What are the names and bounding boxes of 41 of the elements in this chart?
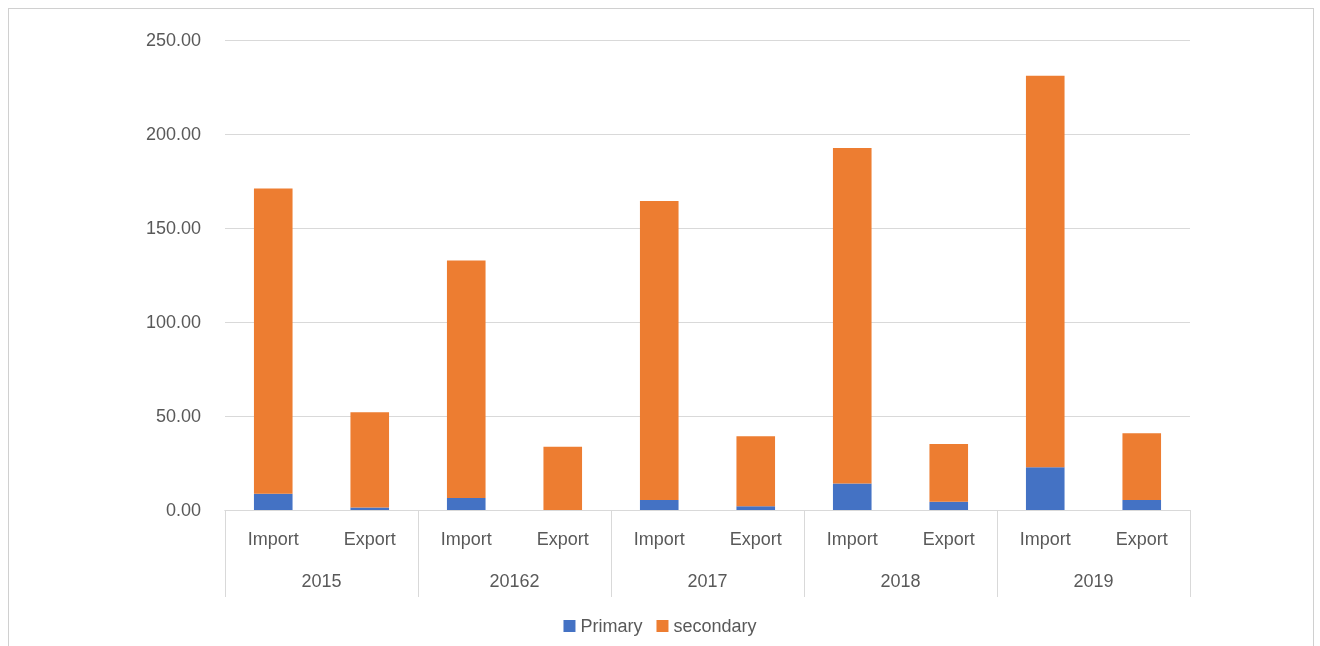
legend-label: secondary (673, 616, 757, 636)
bar (832, 148, 872, 484)
y-tick-label: 0.00 (165, 500, 201, 520)
bar (1122, 500, 1162, 510)
y-tick-label: 250.00 (145, 30, 201, 50)
bar (736, 506, 776, 510)
bar (446, 497, 486, 510)
bar (446, 260, 486, 498)
y-tick-label: 200.00 (145, 124, 201, 144)
text: 2018 (880, 571, 921, 591)
bar (1025, 75, 1065, 468)
text: 2015 (301, 571, 342, 591)
bar (253, 493, 293, 510)
bar (736, 436, 776, 507)
text: 20162 (489, 571, 540, 591)
x-tick-label: Import (826, 529, 878, 549)
bar (639, 201, 679, 501)
x-tick-label: Export (922, 529, 975, 549)
x-tick-label: Import (247, 529, 299, 549)
legend-label: Primary (580, 616, 643, 636)
x-tick-label: Import (633, 529, 685, 549)
x-tick-label: Export (729, 529, 782, 549)
bar (639, 500, 679, 510)
bar (832, 483, 872, 510)
bar (253, 188, 293, 494)
y-tick-label: 50.00 (155, 406, 201, 426)
x-tick-label: Import (440, 529, 492, 549)
bar (1025, 467, 1065, 510)
x-tick-label: Export (1115, 529, 1168, 549)
x-tick-label: Export (343, 529, 396, 549)
y-tick-label: 150.00 (145, 218, 201, 238)
x-tick-label: Import (1019, 529, 1071, 549)
bar (1122, 433, 1162, 501)
bar (543, 446, 583, 510)
text: 2017 (687, 571, 728, 591)
y-tick-label: 100.00 (145, 312, 201, 332)
text: 2019 (1073, 571, 1114, 591)
x-tick-label: Export (536, 529, 589, 549)
bar (929, 501, 969, 510)
bar (350, 412, 390, 508)
bar (929, 444, 969, 502)
